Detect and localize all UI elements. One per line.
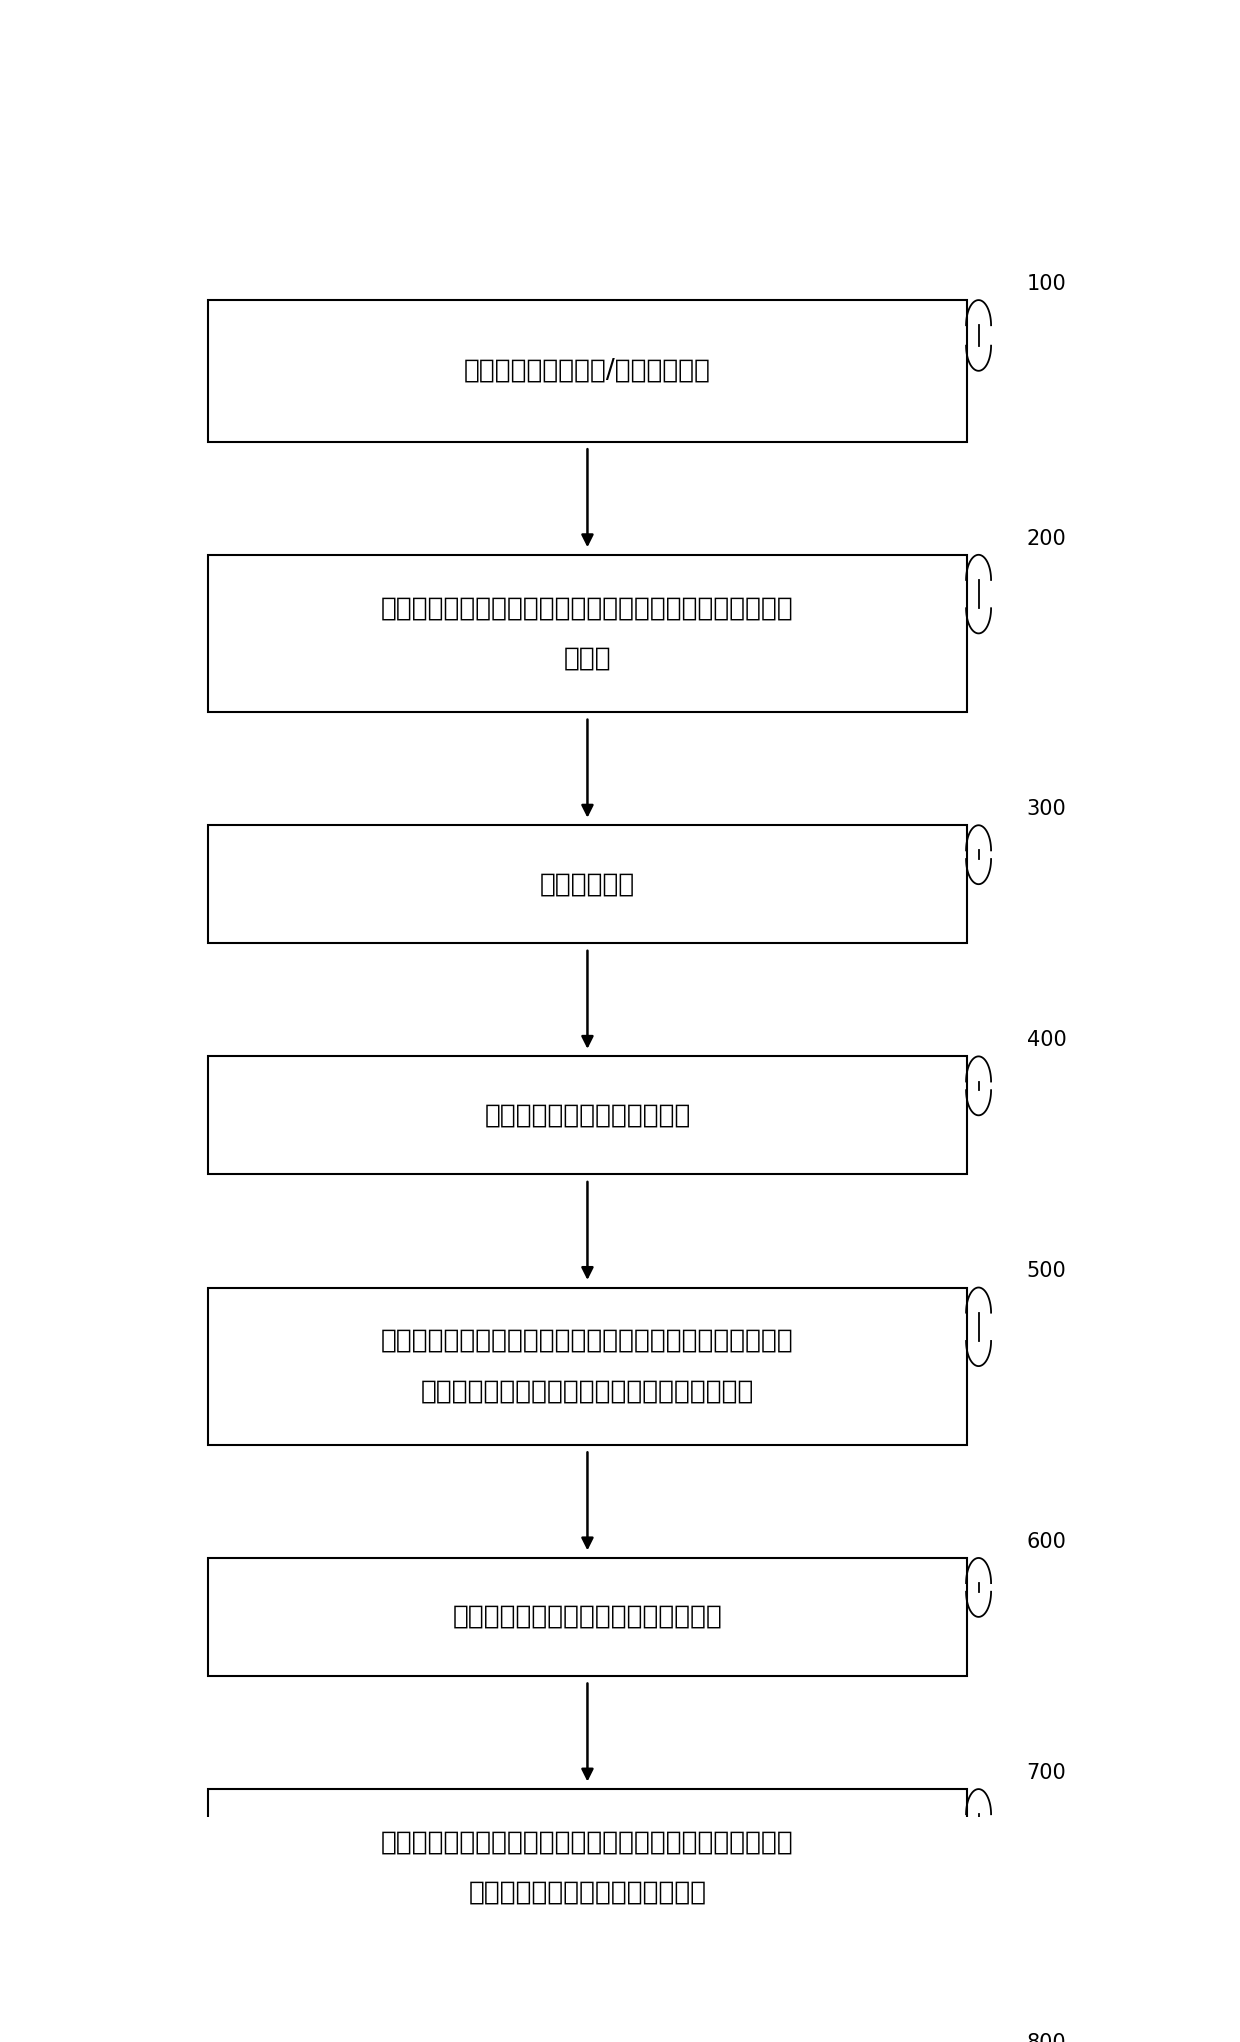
Text: 600: 600: [1027, 1532, 1066, 1552]
Text: 300: 300: [1027, 798, 1066, 819]
FancyBboxPatch shape: [208, 1289, 967, 1446]
Text: 筛选出与所述测试信号处于相同相线的判断信号: 筛选出与所述测试信号处于相同相线的判断信号: [420, 1378, 754, 1405]
FancyBboxPatch shape: [208, 300, 967, 441]
Text: 500: 500: [1027, 1262, 1066, 1280]
Text: 接收反馈信号: 接收反馈信号: [539, 872, 635, 896]
FancyBboxPatch shape: [208, 1789, 967, 1946]
FancyBboxPatch shape: [208, 825, 967, 943]
Text: 获取所述测试信号的周波数量和所述测试信号的对应周波起: 获取所述测试信号的周波数量和所述测试信号的对应周波起: [381, 596, 794, 621]
Text: 400: 400: [1027, 1029, 1066, 1050]
Text: 应周波起始相位，判断接线正确性: 应周波起始相位，判断接线正确性: [469, 1881, 707, 1905]
Text: 根据所述测试信号的周波数量和所述反馈信号的周波数量，: 根据所述测试信号的周波数量和所述反馈信号的周波数量，: [381, 1327, 794, 1354]
Text: 700: 700: [1027, 1762, 1066, 1783]
FancyBboxPatch shape: [208, 1558, 967, 1676]
FancyBboxPatch shape: [208, 555, 967, 713]
Text: 获取所述反馈信号的周波数量: 获取所述反馈信号的周波数量: [485, 1103, 691, 1129]
Text: 获取所述判断信号的对应周波起始相位: 获取所述判断信号的对应周波起始相位: [453, 1603, 723, 1630]
Text: 100: 100: [1027, 274, 1066, 294]
Text: 按预置周期发射电压/电流测试信号: 按预置周期发射电压/电流测试信号: [464, 357, 711, 384]
Text: 根据所述测试信号的对应周波起始相位和所述判断信号的对: 根据所述测试信号的对应周波起始相位和所述判断信号的对: [381, 1830, 794, 1856]
Text: 始相位: 始相位: [564, 645, 611, 672]
FancyBboxPatch shape: [208, 1056, 967, 1174]
Text: 800: 800: [1027, 2034, 1066, 2042]
Text: 200: 200: [1027, 529, 1066, 549]
